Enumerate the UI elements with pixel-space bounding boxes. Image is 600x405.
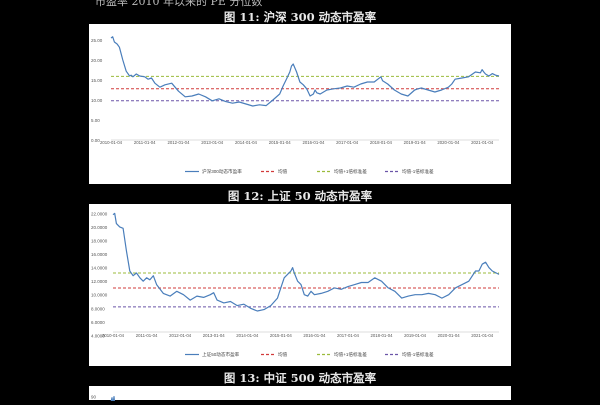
legend-label: 均值 <box>278 351 288 358</box>
legend-label: 均值-1倍标准差 <box>402 351 434 358</box>
y-tick-label: 0.00 <box>91 138 100 143</box>
x-tick-label: 2020-01-04 <box>437 140 460 145</box>
figure-13-title: 图 13: 中证 500 动态市盈率 <box>223 371 377 385</box>
legend-label: 均值+1倍标准差 <box>334 168 367 175</box>
y-tick-label: 15.00 <box>91 78 103 83</box>
x-tick-label: 2013-01-04 <box>201 140 224 145</box>
pe-series-line <box>110 36 500 107</box>
x-tick-label: 2010-01-04 <box>100 140 123 145</box>
pe-series-line <box>112 212 500 312</box>
legend-label: 沪深300动态市盈率 <box>202 168 242 175</box>
pe-series-line <box>110 396 116 405</box>
y-tick-label: 16.0000 <box>91 252 108 257</box>
x-tick-label: 2021-01-04 <box>471 333 494 338</box>
x-tick-label: 2014-01-04 <box>235 140 258 145</box>
y-tick-label: 10.00 <box>91 98 103 103</box>
chart-13: 90 <box>91 395 116 405</box>
x-tick-label: 2015-01-04 <box>270 333 293 338</box>
x-tick-label: 2013-01-04 <box>203 333 226 338</box>
x-tick-label: 2011-01-04 <box>134 140 156 145</box>
chart-11: 0.00 5.00 10.00 15.00 20.00 25.00 2010-01-04 20… <box>91 36 500 175</box>
figure-11-title: 图 11: 沪深 300 动态市盈率 <box>223 10 377 24</box>
y-tick-label: 14.0000 <box>91 266 108 271</box>
y-tick-label: 4.0000 <box>91 333 105 338</box>
x-tick-label: 2016-01-04 <box>302 140 325 145</box>
y-tick-label: 12.0000 <box>91 279 108 284</box>
y-tick-label: 20.00 <box>91 58 103 63</box>
x-tick-label: 2014-01-04 <box>236 333 259 338</box>
x-tick-label: 2021-01-04 <box>471 140 494 145</box>
x-tick-label: 2017-01-04 <box>337 333 360 338</box>
x-tick-label: 2012-01-04 <box>167 140 190 145</box>
y-tick-label: 18.0000 <box>91 239 108 244</box>
x-tick-label: 2012-01-04 <box>169 333 192 338</box>
x-tick-label: 2019-01-04 <box>404 333 427 338</box>
chart-panel-13: 90 <box>89 386 511 405</box>
x-tick-label: 2010-01-04 <box>102 333 125 338</box>
legend-label: 均值-1倍标准差 <box>402 168 434 175</box>
x-tick-label: 2019-01-04 <box>404 140 427 145</box>
x-tick-label: 2020-01-04 <box>438 333 461 338</box>
y-tick-label: 20.0000 <box>91 225 108 230</box>
x-tick-label: 2018-01-04 <box>371 333 394 338</box>
y-tick-label: 90 <box>91 395 97 400</box>
y-tick-label: 22.0000 <box>91 211 108 216</box>
chart-12: 4.0000 6.0000 8.0000 10.0000 12.0000 14.0000 1… <box>91 211 500 358</box>
y-tick-label: 25.00 <box>91 38 103 43</box>
x-tick-label: 2011-01-04 <box>136 333 158 338</box>
x-tick-label: 2017-01-04 <box>336 140 359 145</box>
y-tick-label: 5.00 <box>91 118 100 123</box>
y-tick-label: 8.0000 <box>91 306 105 311</box>
y-tick-label: 6.0000 <box>91 320 105 325</box>
legend-label: 均值 <box>278 168 288 175</box>
y-tick-label: 10.0000 <box>91 293 108 298</box>
top-caption: 市盈率 2010 年以来的 PE 分位数 <box>95 0 263 8</box>
x-tick-label: 2015-01-04 <box>269 140 292 145</box>
x-tick-label: 2016-01-04 <box>303 333 326 338</box>
chart-panel-12: 4.0000 6.0000 8.0000 10.0000 12.0000 14.0000 1… <box>89 204 511 366</box>
legend-label: 上证50动态市盈率 <box>202 351 240 358</box>
chart-panel-11: 0.00 5.00 10.00 15.00 20.00 25.00 2010-01-04 20… <box>89 24 511 184</box>
figure-12-title: 图 12: 上证 50 动态市盈率 <box>227 189 373 203</box>
x-tick-label: 2018-01-04 <box>370 140 393 145</box>
legend-label: 均值+1倍标准差 <box>334 351 367 358</box>
